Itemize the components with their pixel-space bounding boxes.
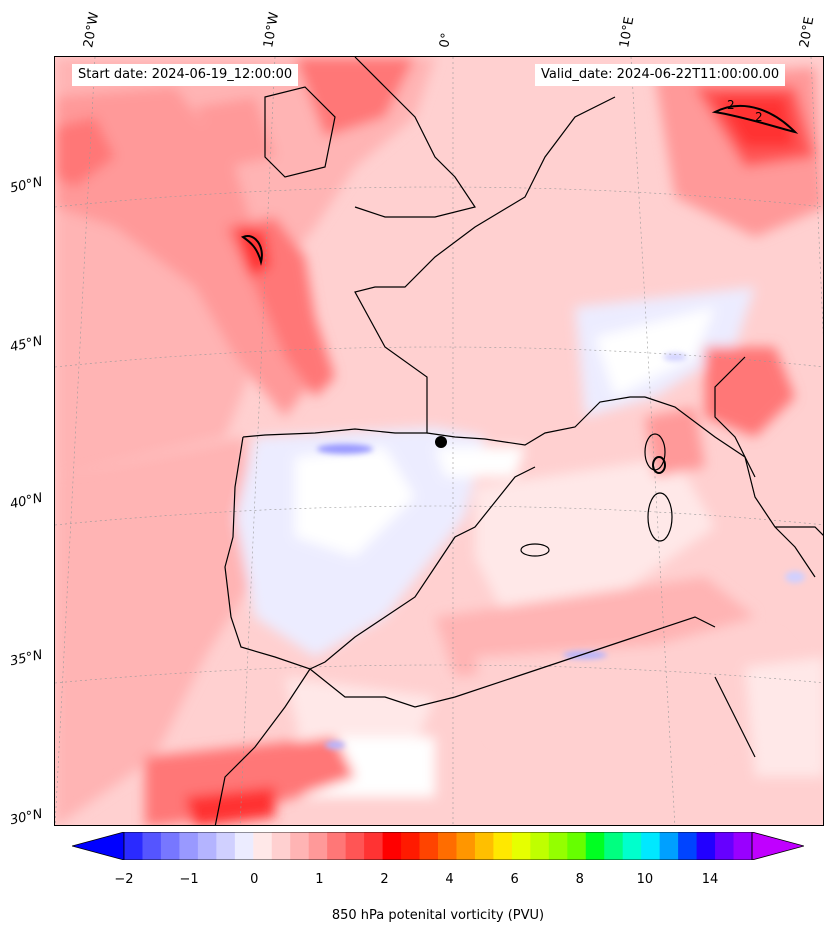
colorbar-swatch [197,832,217,860]
colorbar-swatch [179,832,199,860]
lon-label-10w: 10°W [261,11,283,50]
lat-label-30n: 30°N [8,806,44,829]
colorbar-swatch [124,832,143,860]
colorbar-swatch [604,832,624,860]
colorbar-tick-label: −2 [114,872,134,887]
colorbar-swatch [678,832,698,860]
lat-label-45n: 45°N [8,333,44,356]
colorbar-swatch [456,832,476,860]
colorbar-swatch [142,832,162,860]
colorbar-swatch [530,832,550,860]
colorbar-swatch [641,832,661,860]
lat-label-35n: 35°N [8,647,44,670]
coastlines [214,57,823,825]
colorbar-swatch [696,832,716,860]
colorbar-swatch [271,832,291,860]
colorbar-swatch [216,832,236,860]
pv-blob-marker [435,436,447,448]
colorbar-swatch [474,832,494,860]
colorbar-tick-label: 14 [701,872,719,887]
colorbar-swatch [327,832,347,860]
colorbar-tick-label: −1 [179,872,199,887]
colorbar-swatch [401,832,421,860]
colorbar-swatch [160,832,180,860]
contour-label-2: 2 [755,110,763,124]
lon-label-0: 0° [437,31,455,49]
contour-2pvu [240,104,799,474]
colorbar-swatch [234,832,254,860]
colorbar-swatch [308,832,328,860]
colorbar-swatch [382,832,402,860]
colorbar-tick-label: 8 [575,872,584,887]
colorbar-swatch [364,832,384,860]
lat-label-40n: 40°N [8,490,44,513]
colorbar-extend-low [72,832,125,860]
colorbar-tick-label: 6 [510,872,519,887]
graticule [55,57,823,825]
colorbar-swatch [585,832,605,860]
colorbar-tick-label: 0 [250,872,259,887]
colorbar-swatch [438,832,457,860]
lon-label-10e: 10°E [617,15,638,49]
colorbar-label: 850 hPa potenital vorticity (PVU) [331,908,545,923]
colorbar-swatch [253,832,273,860]
colorbar-swatch [493,832,513,860]
lon-label-20e: 20°E [797,15,818,49]
pv-map: 2 2 [54,56,824,826]
colorbar-swatch [622,832,642,860]
start-date-label: Start date: 2024-06-19_12:00:00 [72,64,299,86]
colorbar-swatch [715,832,735,860]
field-patches [55,57,823,825]
contour-label: 2 [727,98,735,112]
colorbar-swatch [290,832,310,860]
lat-label-50n: 50°N [8,174,44,197]
colorbar-tick-label: 4 [445,872,454,887]
colorbar-extend-high [751,832,804,860]
lon-label-20w: 20°W [81,11,103,50]
colorbar-swatch [511,832,531,860]
colorbar-swatch [733,832,753,860]
valid-date-label: Valid_date: 2024-06-22T11:00:00.00 [535,64,786,86]
colorbar-tick-label: 2 [380,872,389,887]
colorbar-swatch [548,832,568,860]
colorbar-swatch [659,832,679,860]
colorbar-swatch [345,832,365,860]
colorbar-swatch [419,832,439,860]
pv-field-svg: 2 2 [55,57,823,825]
colorbar [72,832,804,860]
colorbar-tick-label: 10 [636,872,654,887]
colorbar-border [123,832,753,860]
colorbar-tick-label: 1 [315,872,324,887]
colorbar-swatch [567,832,587,860]
